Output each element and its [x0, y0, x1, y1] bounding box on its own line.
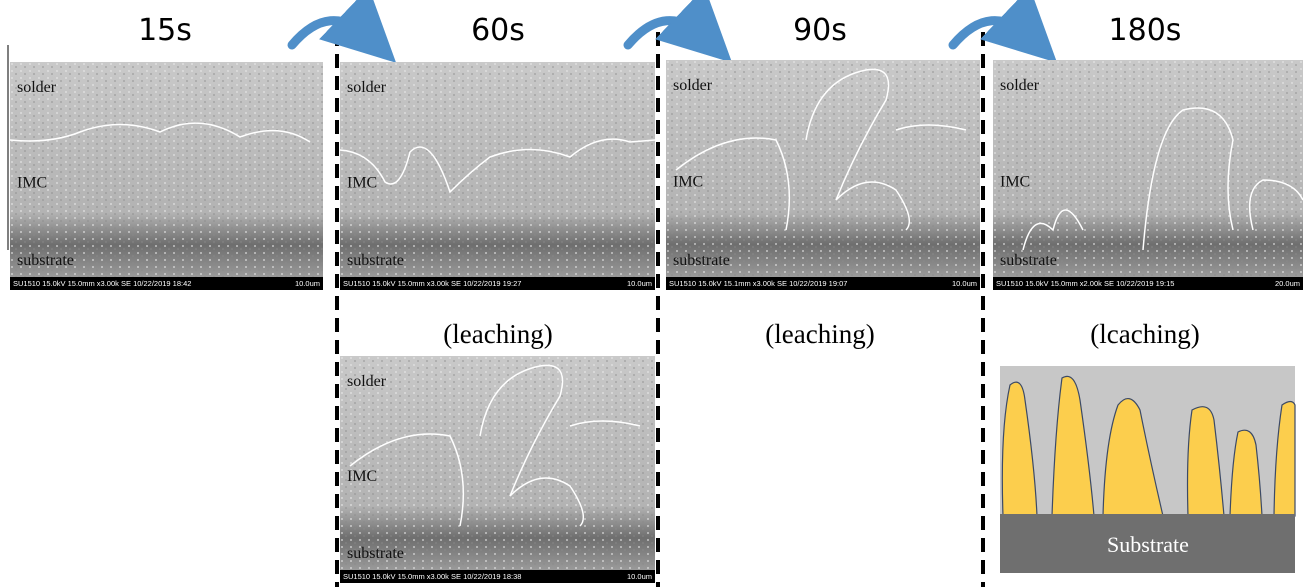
- note: (lcaching): [1090, 319, 1199, 349]
- region-label: substrate: [673, 252, 730, 269]
- info-text: SU1510 15.0kV 15.0mm x3.00k SE 10/22/201…: [13, 279, 191, 288]
- region-label: IMC: [1000, 174, 1030, 191]
- sem-texture: [666, 60, 980, 277]
- info-text: SU1510 15.0kV 15.0mm x3.00k SE 10/22/201…: [343, 279, 521, 288]
- arrow: [953, 21, 1031, 45]
- sem-image: solder IMC substrate SU1510 15.0kV 15.1mm x…: [666, 60, 980, 290]
- sem-texture: [10, 62, 323, 277]
- time-label: 15s: [138, 13, 192, 48]
- time-label: 90s: [793, 13, 847, 48]
- region-label: solder: [673, 77, 713, 94]
- sem-image: solder IMC substrate SU1510 15.0kV 15.0mm x…: [340, 356, 655, 583]
- scale-text: 10.0um: [627, 279, 652, 288]
- region-label: IMC: [347, 468, 377, 485]
- info-text: SU1510 15.0kV 15.0mm x3.00k SE 10/22/201…: [343, 572, 521, 581]
- region-label: solder: [347, 79, 387, 96]
- region-label: solder: [17, 79, 57, 96]
- sem-image: solder IMC substrate SU1510 15.0kV 15.0mm x…: [993, 60, 1303, 290]
- region-label: IMC: [673, 174, 703, 191]
- region-label: substrate: [17, 252, 74, 269]
- note: (leaching): [765, 319, 874, 349]
- scale-text: 10.0um: [952, 279, 977, 288]
- time-label: 180s: [1109, 13, 1182, 48]
- info-text: SU1510 15.0kV 15.1mm x3.00k SE 10/22/201…: [669, 279, 847, 288]
- region-label: solder: [347, 373, 387, 390]
- sem-image: solder IMC substrate SU1510 15.0kV 15.0mm x…: [340, 62, 655, 290]
- time-label: 60s: [471, 13, 525, 48]
- sem-texture: [340, 62, 655, 277]
- schematic: Substrate: [1000, 366, 1295, 573]
- region-label: IMC: [347, 174, 377, 191]
- region-label: solder: [1000, 77, 1040, 94]
- sem-texture: [340, 356, 655, 570]
- substrate-label: Substrate: [1107, 532, 1189, 557]
- scale-text: 10.0um: [295, 279, 320, 288]
- arrow: [292, 21, 370, 45]
- arrows: [292, 21, 1031, 45]
- region-label: IMC: [17, 174, 47, 191]
- region-label: substrate: [1000, 252, 1057, 269]
- scale-text: 10.0um: [627, 572, 652, 581]
- region-label: substrate: [347, 252, 404, 269]
- figure: Substrate 15s solder IMC substrate SU1510 15…: [0, 0, 1303, 587]
- sem-image: solder IMC substrate SU1510 15.0kV 15.0mm x…: [10, 62, 323, 290]
- note: (leaching): [443, 319, 552, 349]
- sem-texture: [993, 60, 1303, 277]
- scale-text: 20.0um: [1275, 279, 1300, 288]
- arrow: [628, 21, 706, 45]
- region-label: substrate: [347, 545, 404, 562]
- info-text: SU1510 15.0kV 15.0mm x2.00k SE 10/22/201…: [996, 279, 1174, 288]
